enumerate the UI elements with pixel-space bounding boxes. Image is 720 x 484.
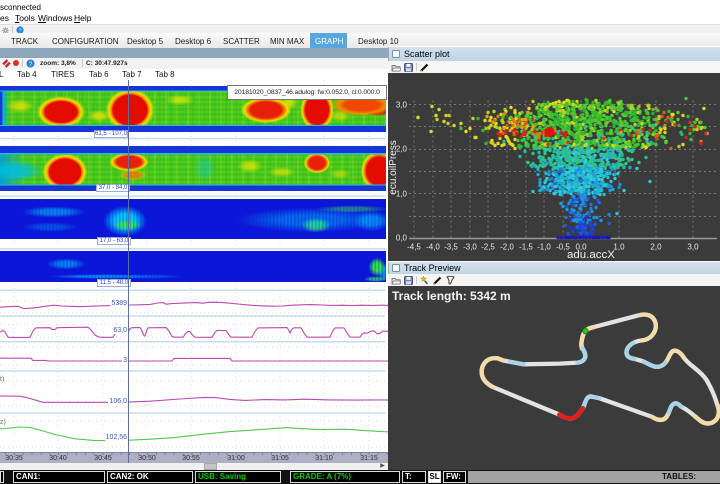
svg-text:-2,5: -2,5 xyxy=(481,242,495,251)
svg-text:-4,5: -4,5 xyxy=(407,242,421,251)
svg-text:-1,5: -1,5 xyxy=(519,242,533,251)
svg-text:2,0: 2,0 xyxy=(396,144,408,153)
svg-text:3,0: 3,0 xyxy=(687,242,699,251)
svg-text:2,0: 2,0 xyxy=(650,242,662,251)
svg-text:-3,5: -3,5 xyxy=(444,242,458,251)
svg-text:1,0: 1,0 xyxy=(613,242,625,251)
svg-text:0,0: 0,0 xyxy=(575,242,587,251)
svg-text:0,0: 0,0 xyxy=(396,233,408,242)
svg-text:-4,0: -4,0 xyxy=(426,242,440,251)
svg-text:3,0: 3,0 xyxy=(396,100,408,109)
svg-text:-1,0: -1,0 xyxy=(537,242,551,251)
svg-text:ecu.oilPress: ecu.oilPress xyxy=(388,140,399,194)
svg-text:-0,5: -0,5 xyxy=(556,242,570,251)
svg-text:-3,0: -3,0 xyxy=(463,242,477,251)
svg-text:?: ? xyxy=(29,62,33,68)
svg-text:?: ? xyxy=(18,29,21,35)
svg-text:-2,0: -2,0 xyxy=(500,242,514,251)
svg-text:adu.accX: adu.accX xyxy=(567,248,615,260)
svg-text:1,0: 1,0 xyxy=(396,189,408,198)
